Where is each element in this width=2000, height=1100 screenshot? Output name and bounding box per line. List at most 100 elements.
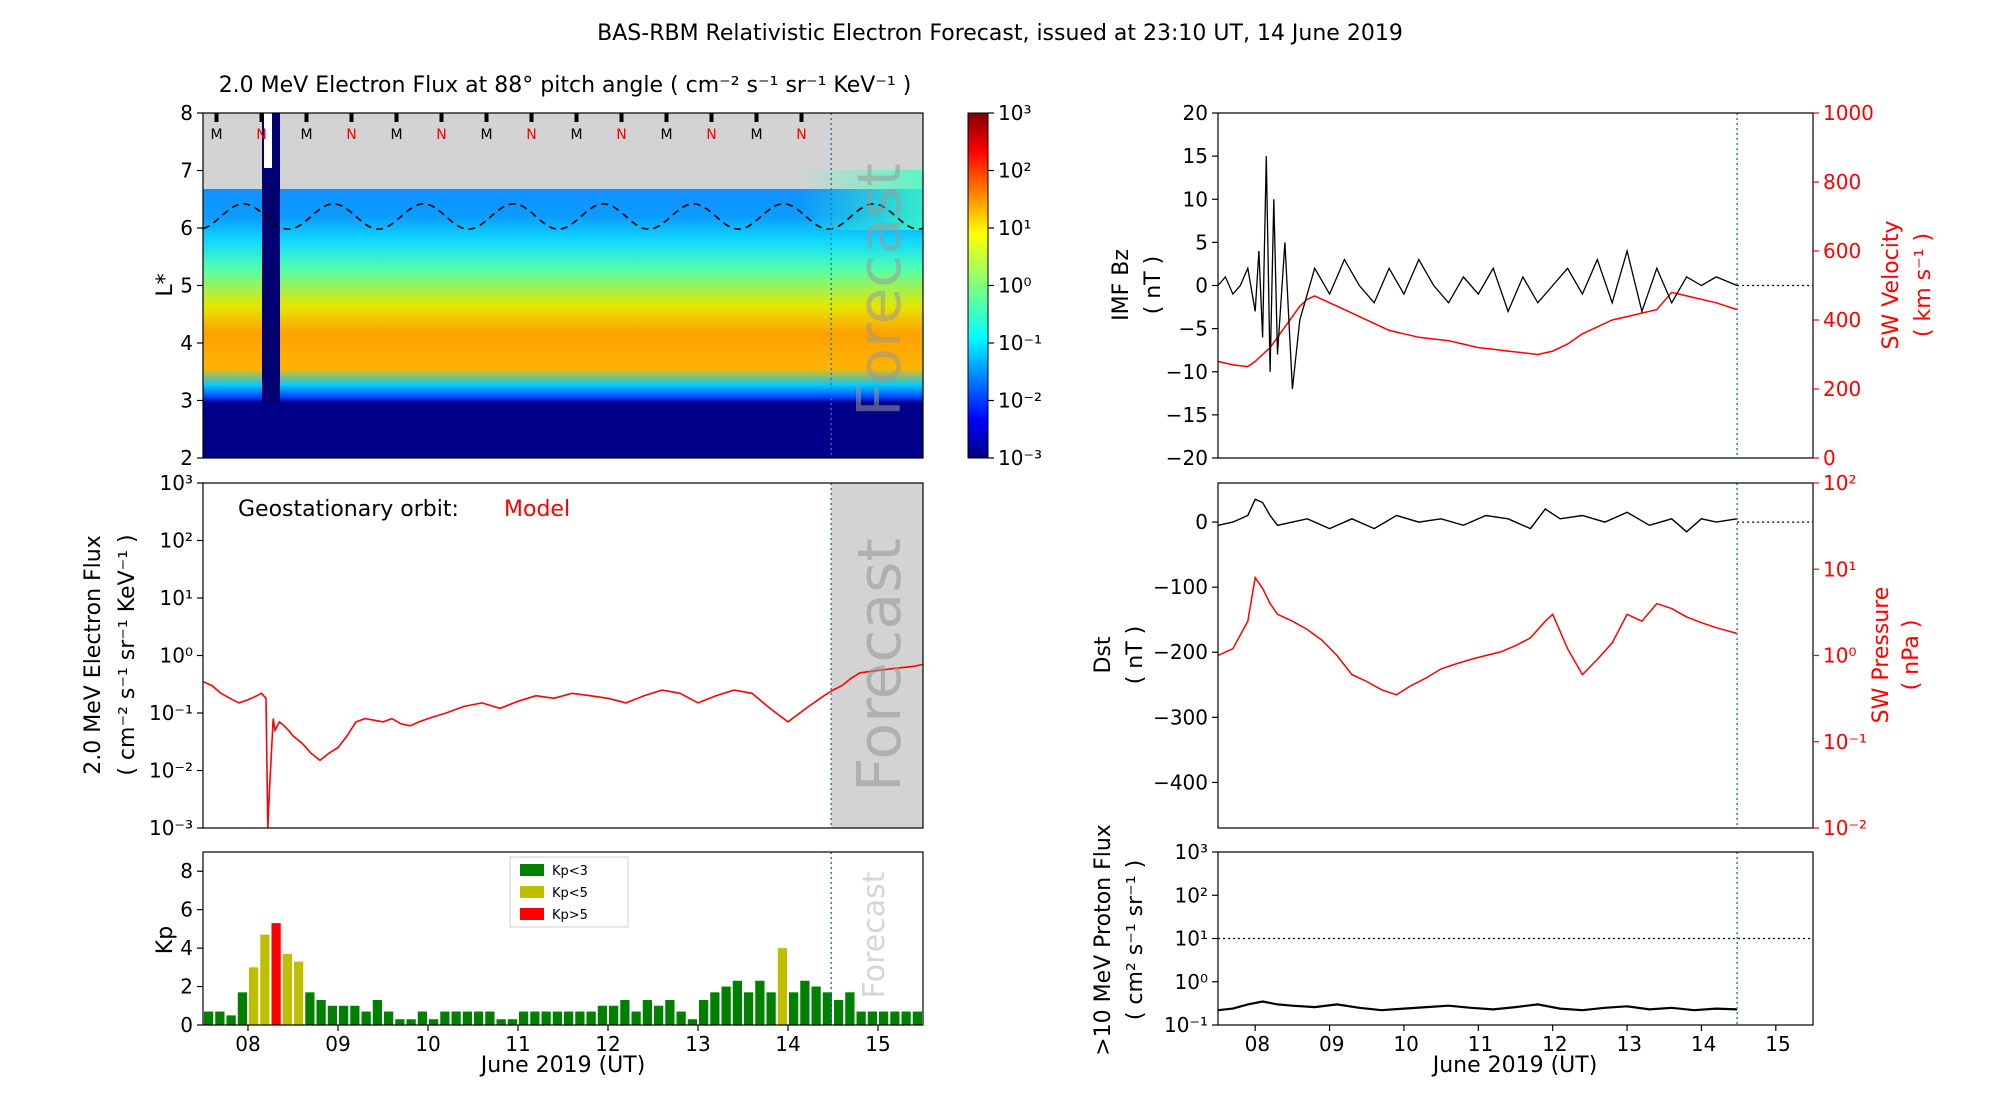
y-tick-label: 10³ xyxy=(1175,840,1208,864)
y-tick-label: 10¹ xyxy=(160,586,193,610)
kp-bar xyxy=(294,961,304,1025)
sw-velocity-unit: ( km s⁻¹ ) xyxy=(1911,233,1936,337)
kp-bar xyxy=(384,1011,394,1025)
sw-velocity-line xyxy=(1217,291,1738,368)
kp-bar xyxy=(530,1011,540,1025)
y-tick-label: 2 xyxy=(180,446,193,470)
orbit-marker-label: N xyxy=(346,127,356,143)
kp-bar xyxy=(744,992,754,1025)
kp-bar xyxy=(474,1011,484,1025)
kp-bar xyxy=(429,1019,439,1025)
y-tick-label-right: 800 xyxy=(1823,170,1861,194)
forecast-shade xyxy=(831,483,923,828)
kp-bar xyxy=(676,1011,686,1025)
orbit-marker-label: M xyxy=(750,127,762,143)
y-tick-label: 10³ xyxy=(160,471,193,495)
x-tick-label: 08 xyxy=(1245,1032,1270,1056)
magnetopause-lstar-curve xyxy=(202,203,924,230)
dst-ylabel: Dst xyxy=(1091,636,1116,673)
y-tick-label: 10¹ xyxy=(1175,927,1208,951)
dst-frame xyxy=(1217,482,1814,829)
kp-bar xyxy=(519,1011,529,1025)
kp-bar xyxy=(440,1011,450,1025)
kp-bar xyxy=(912,1011,922,1025)
y-tick-label-right: 600 xyxy=(1823,239,1861,263)
kp-bar xyxy=(665,1000,675,1025)
x-tick-label: 14 xyxy=(775,1032,800,1056)
y-tick-label: 10⁻² xyxy=(149,759,193,783)
right-xlabel: June 2019 (UT) xyxy=(1431,1053,1598,1078)
y-tick-label: 7 xyxy=(180,159,193,183)
y-tick-label: 10 xyxy=(1183,187,1208,211)
y-tick-label-right: 10¹ xyxy=(1823,557,1856,581)
colorbar-tick-label: 10¹ xyxy=(998,216,1031,240)
y-tick-label: 10² xyxy=(1175,883,1208,907)
kp-bar xyxy=(462,1011,472,1025)
y-tick-label-right: 10⁻² xyxy=(1823,816,1867,840)
x-tick-label: 11 xyxy=(1468,1032,1493,1056)
geo-annotation: Geostationary orbit: xyxy=(238,497,459,522)
legend-swatch-green xyxy=(520,864,544,876)
colorbar-tick-label: 10⁻¹ xyxy=(998,331,1042,355)
kp-bar xyxy=(834,1000,844,1025)
kp-bar xyxy=(609,1005,619,1025)
kp-bar xyxy=(361,1011,371,1025)
x-tick-label: 12 xyxy=(595,1032,620,1056)
proton-y-axis: 10⁻¹ 10⁰ 10¹ 10² 10³ xyxy=(1164,840,1218,1037)
y-tick-label: 10⁻¹ xyxy=(149,701,193,725)
kp-bar xyxy=(710,992,720,1025)
legend-swatch-yellow xyxy=(520,886,544,898)
y-tick-label-right: 0 xyxy=(1823,446,1836,470)
orbit-marker-label: M xyxy=(570,127,582,143)
y-tick-label-right: 200 xyxy=(1823,377,1861,401)
kp-bar xyxy=(642,1000,652,1025)
dst-line xyxy=(1217,498,1738,533)
colorbar xyxy=(967,112,989,459)
sw-pressure-label: SW Pressure xyxy=(1869,587,1894,724)
kp-bar xyxy=(811,986,821,1025)
orbit-marker-label: M xyxy=(480,127,492,143)
sw-velocity-label: SW Velocity xyxy=(1879,220,1904,349)
kp-bar xyxy=(575,1011,585,1025)
kp-bar xyxy=(631,1011,641,1025)
kp-bar xyxy=(485,1011,495,1025)
y-tick-label: −100 xyxy=(1153,575,1208,599)
colorbar-tick-label: 10² xyxy=(998,159,1031,183)
orbit-marker-label: N xyxy=(706,127,716,143)
proton-x-axis: 08 09 10 11 12 13 14 15 xyxy=(1245,1025,1791,1056)
kp-bar xyxy=(586,1011,596,1025)
x-tick-label: 09 xyxy=(325,1032,350,1056)
y-tick-label: 10⁻¹ xyxy=(1164,1013,1208,1037)
x-tick-label: 15 xyxy=(1765,1032,1790,1056)
y-tick-label: −15 xyxy=(1166,403,1208,427)
kp-bar xyxy=(237,992,247,1025)
sw-pressure-axis: 10⁻² 10⁻¹ 10⁰ 10¹ 10² xyxy=(1813,471,1867,840)
kp-bar xyxy=(451,1011,461,1025)
proton-flux-line xyxy=(1217,1000,1738,1012)
x-tick-label: 09 xyxy=(1319,1032,1344,1056)
kp-bar xyxy=(721,986,731,1025)
geo-ylabel: 2.0 MeV Electron Flux xyxy=(81,535,106,775)
kp-bar xyxy=(597,1005,607,1025)
geo-flux-panel: Forecast Geostationary orbit: Model 10⁻³… xyxy=(81,471,924,840)
kp-bar xyxy=(687,1019,697,1025)
orbit-marker-label: N xyxy=(796,127,806,143)
y-tick-label-right: 10² xyxy=(1823,471,1856,495)
sw-pressure-unit: ( nPa ) xyxy=(1899,620,1924,691)
geo-ylabel-unit: ( cm⁻² s⁻¹ sr⁻¹ KeV⁻¹ ) xyxy=(115,534,140,775)
kp-bar xyxy=(845,992,855,1025)
kp-bars xyxy=(204,923,922,1025)
y-tick-label: 20 xyxy=(1183,101,1208,125)
kp-bar xyxy=(507,1019,517,1025)
orbit-marker-label: M xyxy=(660,127,672,143)
y-tick-label: −200 xyxy=(1153,640,1208,664)
imf-bz-line xyxy=(1217,156,1738,390)
kp-bar xyxy=(204,1011,214,1025)
y-tick-label-right: 1000 xyxy=(1823,101,1874,125)
x-tick-label: 11 xyxy=(505,1032,530,1056)
colorbar-tick-label: 10⁰ xyxy=(998,274,1031,298)
kp-forecast-label: Forecast xyxy=(857,871,892,998)
